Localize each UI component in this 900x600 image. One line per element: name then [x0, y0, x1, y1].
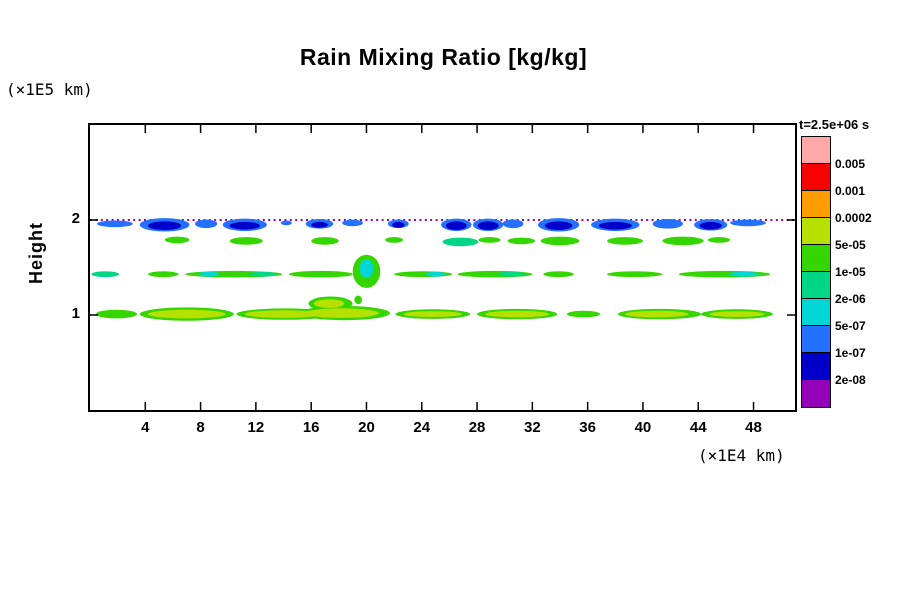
colorbar-segment — [802, 380, 830, 407]
contour-blob — [229, 221, 260, 230]
contour-blob — [502, 219, 524, 229]
y-axis-title: Height — [26, 222, 46, 284]
contour-blob — [96, 220, 133, 228]
colorbar-level-label: 5e-05 — [835, 238, 866, 252]
y-tick-label: 2 — [71, 210, 80, 227]
x-axis-unit-label: (×1E4 km) — [698, 446, 785, 465]
colorbar-segment — [802, 299, 830, 326]
contour-blob — [148, 221, 182, 230]
contour-blob — [652, 219, 683, 229]
x-tick-label: 24 — [413, 419, 431, 436]
contour-blob — [543, 271, 574, 278]
colorbar-segment — [802, 164, 830, 191]
contour-blob — [544, 221, 573, 230]
contour-blob — [229, 237, 263, 245]
colorbar-level-label: 5e-07 — [835, 319, 866, 333]
x-tick-label: 32 — [524, 419, 541, 436]
contour-blob — [148, 309, 226, 319]
x-tick-label: 48 — [745, 419, 762, 436]
contour-blob — [359, 259, 374, 278]
plot-frame — [88, 123, 797, 412]
contour-blob — [607, 271, 663, 278]
contour-blob — [95, 309, 137, 319]
colorbar-segment — [802, 353, 830, 380]
y-tick-label: 1 — [71, 305, 80, 322]
contour-blob — [198, 271, 220, 277]
contour-blob — [497, 271, 526, 277]
contour-blob — [566, 310, 601, 318]
colorbar-level-label: 0.001 — [835, 184, 866, 198]
contour-blob — [699, 221, 722, 230]
contour-blob — [730, 219, 766, 227]
y-axis-unit-label: (×1E5 km) — [6, 80, 93, 99]
contour-blob — [249, 271, 277, 277]
contour-blob — [425, 271, 446, 277]
colorbar-level-label: 2e-08 — [835, 373, 866, 387]
contour-blob — [403, 311, 462, 317]
contour-blob — [311, 237, 339, 245]
contour-blob — [164, 236, 190, 244]
contour-blob — [289, 270, 353, 278]
contour-blob — [662, 236, 704, 246]
contour-blob — [477, 221, 499, 230]
contour-blob — [442, 237, 479, 247]
x-tick-label: 28 — [468, 419, 486, 436]
colorbar-level-label: 1e-07 — [835, 346, 866, 360]
contour-blob — [478, 237, 501, 243]
contour-blob — [385, 237, 404, 243]
colorbar-segment — [802, 218, 830, 245]
contour-blob — [244, 310, 323, 318]
colorbar-level-label: 0.0002 — [835, 211, 872, 225]
colorbar-segment — [802, 191, 830, 218]
colorbar — [801, 136, 831, 408]
contour-blob — [607, 237, 643, 245]
contour-blob — [485, 310, 549, 318]
contour-blob — [540, 236, 580, 246]
contour-blob — [728, 271, 760, 277]
contour-blob — [280, 220, 292, 226]
contour-blob — [709, 311, 765, 317]
x-tick-label: 12 — [247, 419, 265, 436]
contour-blob — [148, 271, 179, 278]
colorbar-level-label: 0.005 — [835, 157, 866, 171]
x-tick-label: 36 — [579, 419, 596, 436]
x-tick-label: 4 — [141, 419, 150, 436]
contour-blob — [354, 295, 363, 305]
x-tick-label: 44 — [689, 419, 707, 436]
contour-blob — [598, 221, 632, 230]
contour-blob — [392, 221, 405, 228]
contour-blob — [304, 308, 379, 318]
x-tick-label: 40 — [634, 419, 652, 436]
chart-title: Rain Mixing Ratio [kg/kg] — [299, 44, 588, 70]
contour-blob — [445, 221, 467, 230]
colorbar-level-label: 2e-06 — [835, 292, 866, 306]
x-tick-label: 20 — [358, 419, 375, 436]
contour-blob — [625, 310, 689, 318]
x-tick-label: 16 — [302, 419, 320, 436]
colorbar-level-label: 1e-05 — [835, 265, 866, 279]
colorbar-segment — [802, 272, 830, 299]
contour-blob — [507, 237, 536, 245]
colorbar-time-label: t=2.5e+06 s — [799, 117, 870, 132]
colorbar-segment — [802, 245, 830, 272]
contour-blob — [313, 299, 345, 308]
contour-blob — [195, 219, 218, 229]
contour-blob — [707, 237, 731, 243]
colorbar-segment — [802, 326, 830, 353]
contour-blob — [91, 271, 119, 278]
contour-plot-svg — [90, 125, 795, 410]
contour-blob — [342, 219, 363, 227]
contour-blob — [311, 221, 328, 228]
x-tick-label: 8 — [196, 419, 205, 436]
colorbar-segment — [802, 137, 830, 164]
